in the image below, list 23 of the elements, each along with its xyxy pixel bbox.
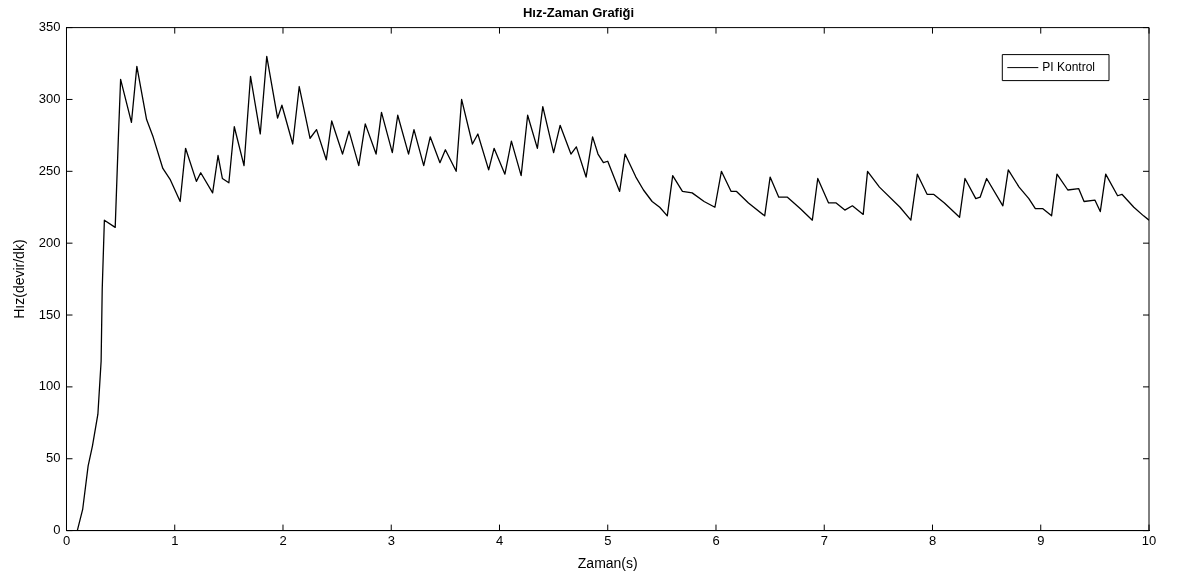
- y-tick-label: 50: [46, 450, 61, 466]
- x-tick-label: 5: [604, 532, 612, 548]
- x-tick-label: 7: [820, 532, 828, 548]
- x-axis-title: Zaman(s): [577, 555, 638, 572]
- y-tick-label: 100: [38, 378, 61, 394]
- x-tick-label: 6: [712, 532, 720, 548]
- y-tick-label: 150: [38, 306, 61, 322]
- x-tick-label: 9: [1037, 532, 1045, 548]
- x-tick-label: 1: [171, 532, 179, 548]
- legend-label: PI Kontrol: [1042, 59, 1096, 74]
- y-tick-label: 250: [38, 162, 61, 178]
- x-tick-label: 2: [279, 532, 287, 548]
- chart-title: Hız-Zaman Grafiği: [522, 5, 635, 21]
- y-axis-title: Hız(devir/dk): [11, 239, 28, 319]
- y-tick-label: 350: [38, 19, 61, 35]
- x-tick-label: 0: [62, 532, 71, 548]
- x-tick-label: 3: [387, 532, 395, 548]
- y-tick-label: 0: [53, 522, 61, 538]
- x-tick-label: 4: [495, 532, 504, 548]
- y-tick-label: 200: [38, 234, 61, 250]
- x-tick-label: 10: [1141, 532, 1157, 548]
- x-tick-label: 8: [928, 532, 937, 548]
- y-tick-label: 300: [38, 91, 61, 107]
